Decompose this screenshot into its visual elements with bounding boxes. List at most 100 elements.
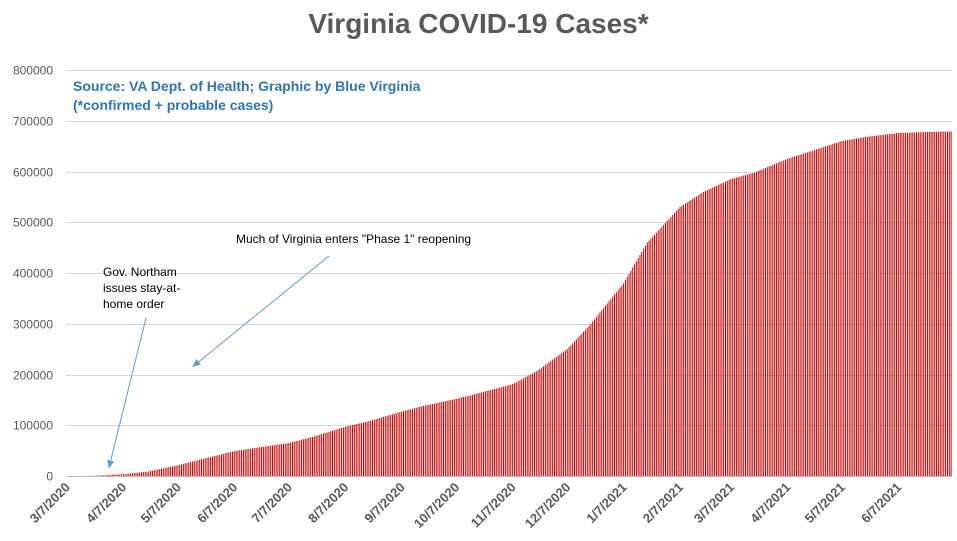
bar <box>266 446 268 476</box>
bar <box>519 380 521 476</box>
stay-at-home-annotation: Gov. Northam issues stay-at-home order <box>103 265 181 311</box>
phase1-annotation: Much of Virginia enters "Phase 1" reopen… <box>236 232 472 246</box>
bar <box>841 141 843 477</box>
bar <box>865 136 867 477</box>
subtitle-line: (*confirmed + probable cases) <box>73 97 274 113</box>
bar <box>277 444 279 476</box>
bar <box>888 134 890 476</box>
bar <box>181 464 183 476</box>
bar <box>110 474 112 476</box>
bar <box>928 131 930 477</box>
bar <box>224 453 226 476</box>
bar <box>557 355 559 476</box>
bar <box>943 131 945 476</box>
bar <box>248 448 250 476</box>
bar <box>384 416 386 476</box>
bar <box>948 131 950 476</box>
bar <box>382 416 384 476</box>
bar <box>217 455 219 476</box>
bar <box>872 136 874 476</box>
bar <box>766 167 768 476</box>
bar <box>668 218 670 476</box>
bar <box>257 447 259 476</box>
bar <box>883 134 885 477</box>
bar <box>830 144 832 476</box>
bar <box>603 307 605 476</box>
bar <box>650 238 652 476</box>
bar <box>102 475 104 476</box>
bar <box>437 402 439 476</box>
bar <box>901 132 903 476</box>
bar <box>717 185 719 476</box>
bar <box>795 155 797 476</box>
bar <box>162 468 164 476</box>
bar <box>608 301 610 476</box>
bar <box>826 145 828 476</box>
bar <box>732 178 734 476</box>
bar <box>517 381 519 476</box>
x-tick-label: 1/7/2021 <box>583 480 629 526</box>
bar <box>290 442 292 476</box>
bar <box>175 465 177 476</box>
bar <box>179 464 181 476</box>
bar <box>111 474 113 476</box>
bar <box>544 364 546 476</box>
bar <box>219 454 221 476</box>
bar <box>626 276 628 476</box>
bar <box>919 132 921 477</box>
bar <box>157 469 159 476</box>
bar <box>695 196 697 477</box>
bar <box>808 151 810 477</box>
bar <box>533 372 535 476</box>
bar <box>923 132 925 476</box>
bar <box>497 387 499 476</box>
bar <box>235 450 237 476</box>
bar <box>781 161 783 476</box>
bar <box>568 347 570 476</box>
bar <box>144 471 146 476</box>
bar <box>539 368 541 476</box>
bar <box>586 327 588 476</box>
bar <box>171 466 173 476</box>
bar <box>261 447 263 476</box>
bar <box>799 154 801 476</box>
bar <box>250 448 252 476</box>
bar <box>359 423 361 476</box>
bar <box>584 329 586 476</box>
bar <box>672 214 674 477</box>
source-text-box: Source: VA Dept. of Health; Graphic by B… <box>73 77 420 115</box>
bar <box>130 473 132 476</box>
bar <box>794 156 796 476</box>
bar <box>333 430 335 476</box>
bar <box>432 403 434 476</box>
bar <box>312 436 314 476</box>
bar <box>370 420 372 476</box>
bar <box>930 131 932 476</box>
bar <box>655 232 657 476</box>
bar <box>774 164 776 476</box>
bar <box>337 429 339 476</box>
bar <box>606 303 608 476</box>
bar <box>912 132 914 476</box>
bar <box>408 409 410 476</box>
bar <box>293 441 295 476</box>
bar <box>566 349 568 477</box>
bar <box>361 422 363 476</box>
bar <box>688 201 690 477</box>
bar <box>479 392 481 476</box>
bar <box>470 395 472 476</box>
bar <box>393 413 395 476</box>
bars <box>70 131 952 477</box>
bar <box>850 139 852 477</box>
bar <box>373 419 375 476</box>
bar <box>806 152 808 476</box>
bar <box>715 185 717 476</box>
bar <box>654 234 656 476</box>
bar <box>946 131 948 476</box>
bar <box>422 405 424 476</box>
annotation-arrowhead <box>192 359 201 367</box>
bar <box>253 448 255 476</box>
bar <box>486 390 488 476</box>
bar <box>599 312 601 476</box>
bar <box>170 466 172 476</box>
